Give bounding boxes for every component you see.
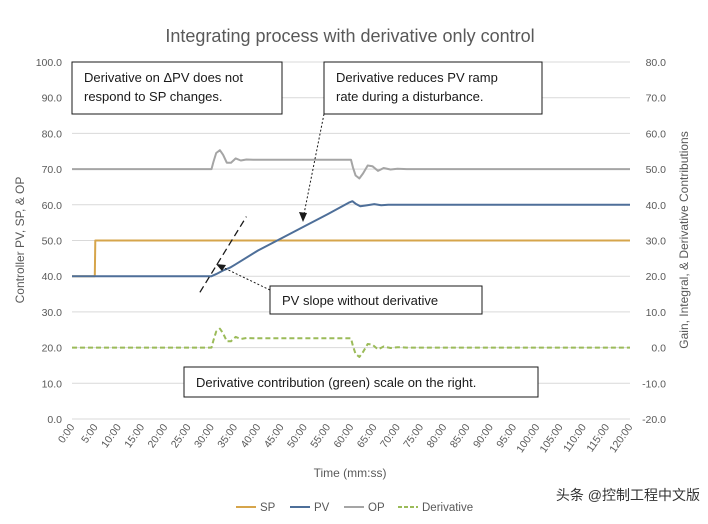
x-tick-label: 60:00 (332, 422, 357, 451)
x-tick-label: 20:00 (146, 422, 171, 451)
callout-pv-slope-arrow (219, 265, 271, 291)
y-axis-title-right: Gain, Integral, & Derivative Contributio… (677, 131, 691, 348)
legend-label-op: OP (368, 502, 385, 514)
y-left-tick-label: 30.0 (42, 307, 63, 319)
x-tick-label: 25:00 (169, 422, 194, 451)
x-axis-ticks: 0:00 5:0010:0015:0020:0025:0030:0035:0040… (56, 422, 636, 455)
y-right-tick-label: 10.0 (646, 307, 667, 319)
y-right-tick-label: -10.0 (642, 378, 666, 390)
series-line-pv (72, 200, 630, 278)
y-left-tick-label: 20.0 (42, 343, 63, 355)
y-right-tick-label: 60.0 (646, 128, 667, 140)
series-lines (72, 149, 630, 358)
y-right-tick-label: 80.0 (646, 57, 667, 69)
y-right-tick-label: 20.0 (646, 271, 667, 283)
series-line-derivative (72, 327, 630, 358)
x-tick-label: 40:00 (239, 422, 264, 451)
x-tick-label: 85:00 (448, 422, 473, 451)
y-right-tick-label: -20.0 (642, 414, 666, 426)
x-tick-label: 120:00 (607, 422, 635, 455)
y-left-tick-label: 10.0 (42, 378, 63, 390)
chart-title: Integrating process with derivative only… (165, 26, 534, 46)
callout-sp-change: Derivative on ΔPV does not respond to SP… (71, 61, 283, 115)
watermark: 头条 @控制工程中文版 (556, 487, 700, 503)
x-tick-label: 110:00 (561, 422, 589, 455)
legend: SP PV OP Derivative (236, 502, 473, 514)
x-tick-label: 105:00 (537, 422, 565, 455)
pv-slope-reference-line (199, 216, 247, 293)
x-tick-label: 70:00 (378, 422, 403, 451)
y-left-tick-label: 100.0 (36, 57, 62, 69)
x-tick-label: 15:00 (122, 422, 147, 451)
callout-derivative-scale-line1: Derivative contribution (green) scale on… (196, 375, 476, 390)
y-right-tick-label: 70.0 (646, 93, 667, 105)
left-axis-ticks: 0.0 10.0 20.0 30.0 40.0 50.0 60.0 70.0 80.0 90.0 1… (36, 57, 62, 426)
callout-disturbance-line1: Derivative reduces PV ramp (336, 70, 498, 85)
y-axis-title-left: Controller PV, SP, & OP (13, 177, 27, 304)
right-axis-ticks: -20.0 -10.0 0.0 10.0 20.0 30.0 40.0 50.0 60.0 70.… (642, 57, 666, 426)
y-right-tick-label: 30.0 (646, 236, 667, 248)
x-tick-label: 55:00 (308, 422, 333, 451)
y-right-tick-label: 40.0 (646, 200, 667, 212)
y-left-tick-label: 40.0 (42, 271, 63, 283)
x-tick-label: 65:00 (355, 422, 380, 451)
legend-label-sp: SP (260, 502, 276, 514)
legend-label-pv: PV (314, 502, 330, 514)
callout-derivative-scale: Derivative contribution (green) scale on… (183, 366, 539, 398)
x-tick-label: 30:00 (192, 422, 217, 451)
y-left-tick-label: 50.0 (42, 236, 63, 248)
y-left-tick-label: 60.0 (42, 200, 63, 212)
y-right-tick-label: 0.0 (651, 343, 666, 355)
x-tick-label: 75:00 (401, 422, 426, 451)
x-tick-label: 45:00 (262, 422, 287, 451)
y-left-tick-label: 70.0 (42, 164, 63, 176)
callout-disturbance-line2: rate during a disturbance. (336, 89, 483, 104)
callout-disturbance: Derivative reduces PV ramp rate during a… (323, 61, 543, 115)
callout-pv-slope-line1: PV slope without derivative (282, 293, 438, 308)
series-line-op (72, 149, 630, 180)
callout-pv-slope: PV slope without derivative (269, 285, 483, 315)
y-right-tick-label: 50.0 (646, 164, 667, 176)
y-left-tick-label: 0.0 (47, 414, 62, 426)
x-tick-label: 35:00 (215, 422, 240, 451)
callout-sp-change-line2: respond to SP changes. (84, 89, 223, 104)
x-tick-label: 50:00 (285, 422, 310, 451)
y-left-tick-label: 90.0 (42, 93, 63, 105)
callout-sp-change-line1: Derivative on ΔPV does not (84, 70, 243, 85)
x-tick-label: 100:00 (514, 422, 542, 455)
series-line-sp (72, 239, 630, 278)
x-tick-label: 90:00 (471, 422, 496, 451)
callout-disturbance-arrow (302, 113, 325, 220)
x-axis-title: Time (mm:ss) (314, 466, 387, 480)
x-tick-label: 10:00 (99, 422, 124, 451)
x-tick-label: 5:00 (79, 422, 101, 446)
legend-label-derivative: Derivative (422, 502, 473, 514)
x-tick-label: 80:00 (425, 422, 450, 451)
callout-disturbance-arrowhead (299, 212, 307, 222)
y-left-tick-label: 80.0 (42, 128, 63, 140)
callout-pv-slope-arrowhead (216, 264, 226, 271)
